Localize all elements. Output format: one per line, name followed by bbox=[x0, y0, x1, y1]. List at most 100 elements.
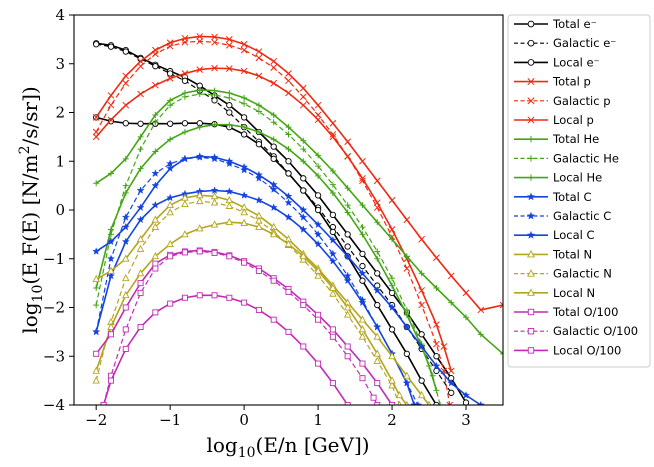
data-point bbox=[388, 226, 396, 233]
data-point bbox=[285, 158, 292, 165]
data-point bbox=[315, 163, 322, 170]
data-point bbox=[315, 152, 322, 159]
data-point bbox=[433, 367, 440, 375]
data-point bbox=[285, 89, 292, 97]
data-point bbox=[269, 203, 278, 211]
data-point bbox=[433, 353, 440, 360]
data-point bbox=[107, 331, 114, 338]
data-point bbox=[433, 254, 440, 262]
data-point bbox=[240, 40, 248, 48]
data-point bbox=[122, 273, 130, 282]
data-point bbox=[343, 303, 352, 311]
x-tick-label: 3 bbox=[461, 411, 471, 429]
data-point bbox=[225, 187, 234, 195]
data-point bbox=[299, 252, 308, 260]
data-point bbox=[270, 119, 277, 126]
legend-label: Total O/100 bbox=[552, 305, 618, 319]
data-point bbox=[122, 326, 129, 333]
data-point bbox=[343, 276, 352, 285]
data-point bbox=[358, 315, 367, 323]
data-point bbox=[315, 360, 322, 367]
data-point bbox=[225, 36, 233, 43]
data-point bbox=[270, 79, 278, 87]
data-point bbox=[225, 65, 233, 72]
data-point bbox=[269, 185, 278, 193]
data-point bbox=[92, 376, 100, 384]
series-line bbox=[95, 35, 503, 311]
data-point bbox=[299, 205, 308, 214]
data-point bbox=[210, 186, 219, 194]
data-point bbox=[527, 347, 535, 354]
series-line bbox=[95, 194, 430, 405]
y-tick-label: 2 bbox=[55, 104, 65, 122]
data-point bbox=[136, 234, 145, 243]
data-point bbox=[151, 181, 160, 190]
data-point bbox=[426, 363, 433, 369]
data-point bbox=[359, 202, 366, 209]
data-point bbox=[196, 90, 203, 97]
data-point bbox=[329, 228, 337, 236]
data-point bbox=[167, 253, 174, 260]
data-point bbox=[344, 353, 351, 360]
data-point bbox=[314, 220, 323, 229]
series-line bbox=[95, 40, 451, 405]
legend-label: Total e⁻ bbox=[552, 17, 597, 31]
data-point bbox=[285, 124, 292, 131]
data-point bbox=[344, 202, 351, 209]
data-point bbox=[122, 189, 129, 196]
data-point bbox=[329, 133, 337, 141]
data-point bbox=[122, 304, 129, 311]
series-line bbox=[103, 250, 378, 405]
data-point bbox=[92, 327, 101, 336]
data-point bbox=[300, 175, 307, 182]
data-point bbox=[210, 198, 219, 206]
data-point bbox=[359, 360, 366, 367]
data-point bbox=[358, 269, 367, 277]
data-point bbox=[314, 230, 323, 238]
data-point bbox=[388, 196, 396, 204]
series-line bbox=[96, 42, 467, 403]
legend-label: Local N bbox=[553, 286, 595, 300]
data-point bbox=[93, 180, 100, 187]
data-point bbox=[226, 102, 233, 109]
data-point bbox=[329, 189, 336, 196]
data-point bbox=[300, 158, 307, 165]
data-point bbox=[285, 70, 292, 77]
data-point bbox=[137, 62, 144, 70]
data-point bbox=[389, 236, 396, 243]
data-point bbox=[358, 325, 367, 333]
legend-label: Galactic p bbox=[553, 94, 611, 108]
data-point bbox=[388, 376, 396, 384]
data-point bbox=[329, 289, 337, 297]
data-point bbox=[107, 271, 115, 280]
data-point bbox=[314, 192, 322, 199]
data-point bbox=[314, 101, 322, 109]
legend-entry: Galactic e⁻ bbox=[514, 36, 616, 50]
series-line bbox=[102, 294, 349, 405]
data-point bbox=[107, 254, 115, 263]
data-point bbox=[526, 192, 536, 201]
data-point bbox=[359, 250, 366, 258]
data-point bbox=[433, 321, 440, 328]
data-point bbox=[477, 331, 484, 338]
data-point bbox=[137, 280, 144, 287]
data-point bbox=[314, 239, 323, 248]
data-point bbox=[211, 64, 218, 72]
data-point bbox=[122, 291, 130, 299]
data-point bbox=[527, 97, 535, 105]
data-point bbox=[121, 237, 130, 246]
data-point bbox=[418, 270, 425, 277]
legend-label: Local He bbox=[553, 171, 602, 185]
data-point bbox=[526, 230, 536, 239]
legend-label: Local e⁻ bbox=[553, 55, 600, 69]
data-point bbox=[389, 282, 396, 289]
series-layer bbox=[92, 33, 503, 405]
legend-entry: Total N bbox=[514, 247, 592, 261]
y-tick-label: −4 bbox=[43, 396, 65, 414]
legend-label: Total He bbox=[552, 132, 599, 146]
data-point bbox=[226, 253, 233, 260]
data-point bbox=[137, 120, 144, 127]
data-point bbox=[329, 380, 336, 387]
legend-entry: Local O/100 bbox=[514, 343, 621, 357]
data-point bbox=[167, 102, 174, 109]
